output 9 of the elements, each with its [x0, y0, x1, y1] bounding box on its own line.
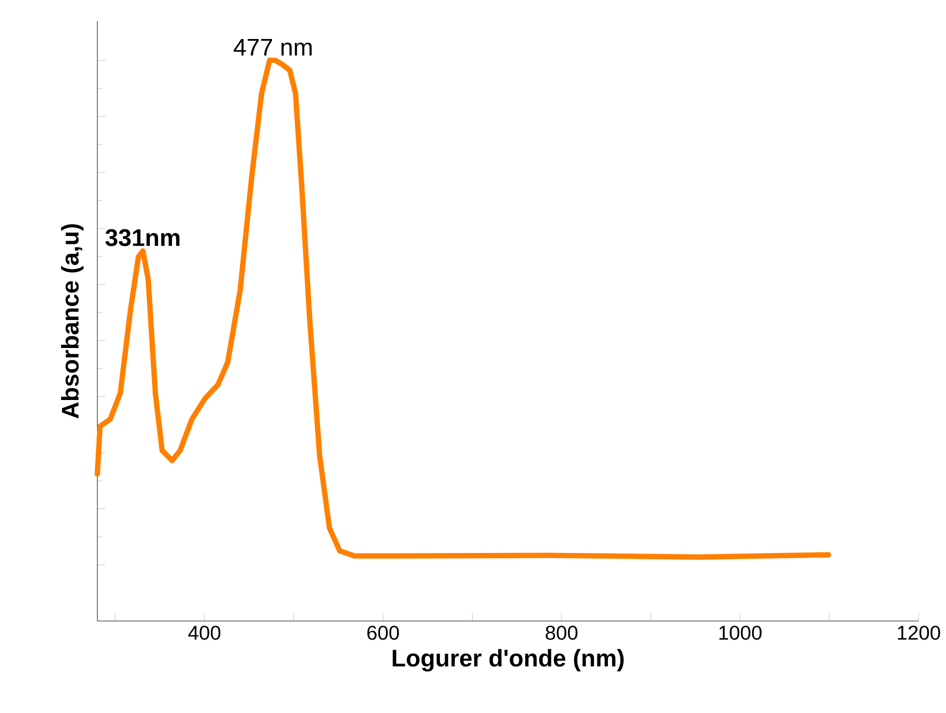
- annotation: 331nm: [105, 229, 180, 246]
- x-tick-label: 1000: [719, 626, 762, 640]
- x-tick-label: 600: [367, 626, 399, 640]
- x-tick-label: 800: [546, 626, 578, 640]
- x-axis-title: Logurer d'onde (nm): [392, 649, 624, 672]
- x-tick-label: 1200: [898, 626, 940, 640]
- x-tick-label: 400: [188, 626, 220, 640]
- y-axis-title: Absorbance (a,u): [61, 224, 84, 418]
- annotation: 477 nm: [234, 39, 312, 56]
